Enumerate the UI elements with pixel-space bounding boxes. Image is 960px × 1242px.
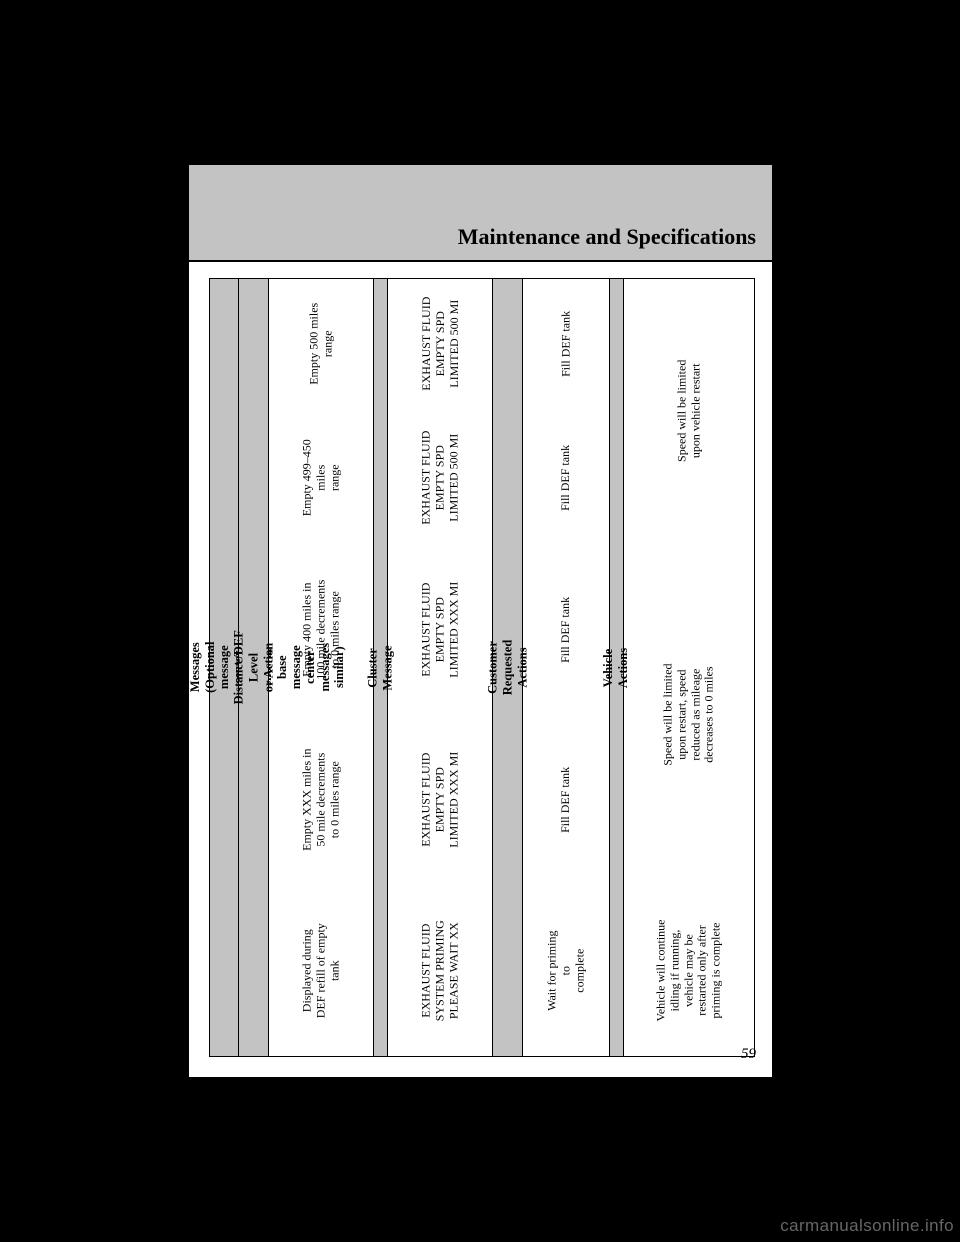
table-cell: Empty 499–450 miles range bbox=[269, 411, 374, 545]
table-cell: Empty 500 miles range bbox=[269, 277, 374, 411]
table-cell-text: Empty XXX miles in 50 mile decrements to… bbox=[300, 748, 341, 852]
column-header-cluster: Cluster Message bbox=[374, 279, 388, 1056]
column-distance: Distance/DEF Level or Action Displayed d… bbox=[239, 278, 374, 1057]
table-cell: Displayed during DEF refill of empty tan… bbox=[269, 885, 374, 1056]
column-header-customer: Customer Requested Actions bbox=[493, 279, 523, 1056]
table-cell-text: Fill DEF tank bbox=[559, 757, 573, 843]
table-cell: EXHAUST FLUID EMPTY SPD LIMITED XXX MI bbox=[388, 545, 493, 715]
table-cell: Vehicle will continue idling if running,… bbox=[624, 885, 755, 1056]
table-cell-text: Fill DEF tank bbox=[559, 435, 573, 521]
table-cell: Fill DEF tank bbox=[523, 411, 610, 545]
page-number: 59 bbox=[741, 1046, 756, 1063]
column-header-vehicle: Vehicle Actions bbox=[610, 279, 624, 1056]
table-cell-text: EXHAUST FLUID EMPTY SPD LIMITED XXX MI bbox=[419, 748, 460, 852]
table-cell-text: Vehicle will continue idling if running,… bbox=[655, 905, 724, 1035]
table-cell-text: Wait for priming to complete bbox=[545, 927, 586, 1013]
table-cell-text: Speed will be limited upon restart, spee… bbox=[661, 650, 716, 780]
column-vehicle: Vehicle Actions Vehicle will continue id… bbox=[610, 278, 755, 1057]
column-header-distance: Distance/DEF Level or Action bbox=[239, 279, 269, 1056]
table-cell-text: Empty 500 miles range bbox=[308, 292, 336, 397]
table-cell-text: EXHAUST FLUID EMPTY SPD LIMITED 500 MI bbox=[419, 426, 460, 530]
table-cell: EXHAUST FLUID EMPTY SPD LIMITED 500 MI bbox=[388, 277, 493, 411]
table-cell-text: Fill DEF tank bbox=[560, 300, 574, 387]
table-cell-text: EXHAUST FLUID SYSTEM PRIMING PLEASE WAIT… bbox=[419, 918, 460, 1022]
table-cell: EXHAUST FLUID EMPTY SPD LIMITED 500 MI bbox=[388, 411, 493, 545]
table-cell: Speed will be limited upon restart, spee… bbox=[624, 545, 755, 885]
table-cell: Empty XXX miles in 50 mile decrements to… bbox=[269, 715, 374, 885]
table-cell-text: Empty 499–450 miles range bbox=[300, 426, 341, 530]
manual-page: Maintenance and Specifications Low DEF W… bbox=[189, 165, 772, 1077]
table-cell: Wait for priming to complete bbox=[523, 885, 610, 1056]
table-cell-text: EXHAUST FLUID EMPTY SPD LIMITED XXX MI bbox=[419, 578, 460, 682]
table-cell-text: EXHAUST FLUID EMPTY SPD LIMITED 500 MI bbox=[420, 291, 461, 396]
watermark: carmanualsonline.info bbox=[780, 1216, 954, 1236]
column-customer: Customer Requested Actions Wait for prim… bbox=[493, 278, 610, 1057]
section-title: Maintenance and Specifications bbox=[458, 224, 756, 250]
table-cell: EXHAUST FLUID SYSTEM PRIMING PLEASE WAIT… bbox=[388, 885, 493, 1056]
table-cell-text: Fill DEF tank bbox=[559, 587, 573, 673]
table-cell: EXHAUST FLUID EMPTY SPD LIMITED XXX MI bbox=[388, 715, 493, 885]
table-cell: Fill DEF tank bbox=[523, 715, 610, 885]
table-cell: Empty 400 miles in 100 mile decrements t… bbox=[269, 545, 374, 715]
column-cluster: Cluster Message EXHAUST FLUID SYSTEM PRI… bbox=[374, 278, 493, 1057]
table-cell: Speed will be limited upon vehicle resta… bbox=[624, 277, 755, 545]
def-warnings-table: Low DEF Warnings and Actions — Instrumen… bbox=[209, 278, 755, 1058]
table-cell-text: Speed will be limited upon vehicle resta… bbox=[676, 346, 704, 477]
section-header-band: Maintenance and Specifications bbox=[189, 165, 772, 262]
table-cell: Fill DEF tank bbox=[523, 545, 610, 715]
table-cell-text: Empty 400 miles in 100 mile decrements t… bbox=[300, 578, 341, 682]
table-cell-text: Displayed during DEF refill of empty tan… bbox=[300, 918, 341, 1022]
table-cell: Fill DEF tank bbox=[523, 277, 610, 411]
